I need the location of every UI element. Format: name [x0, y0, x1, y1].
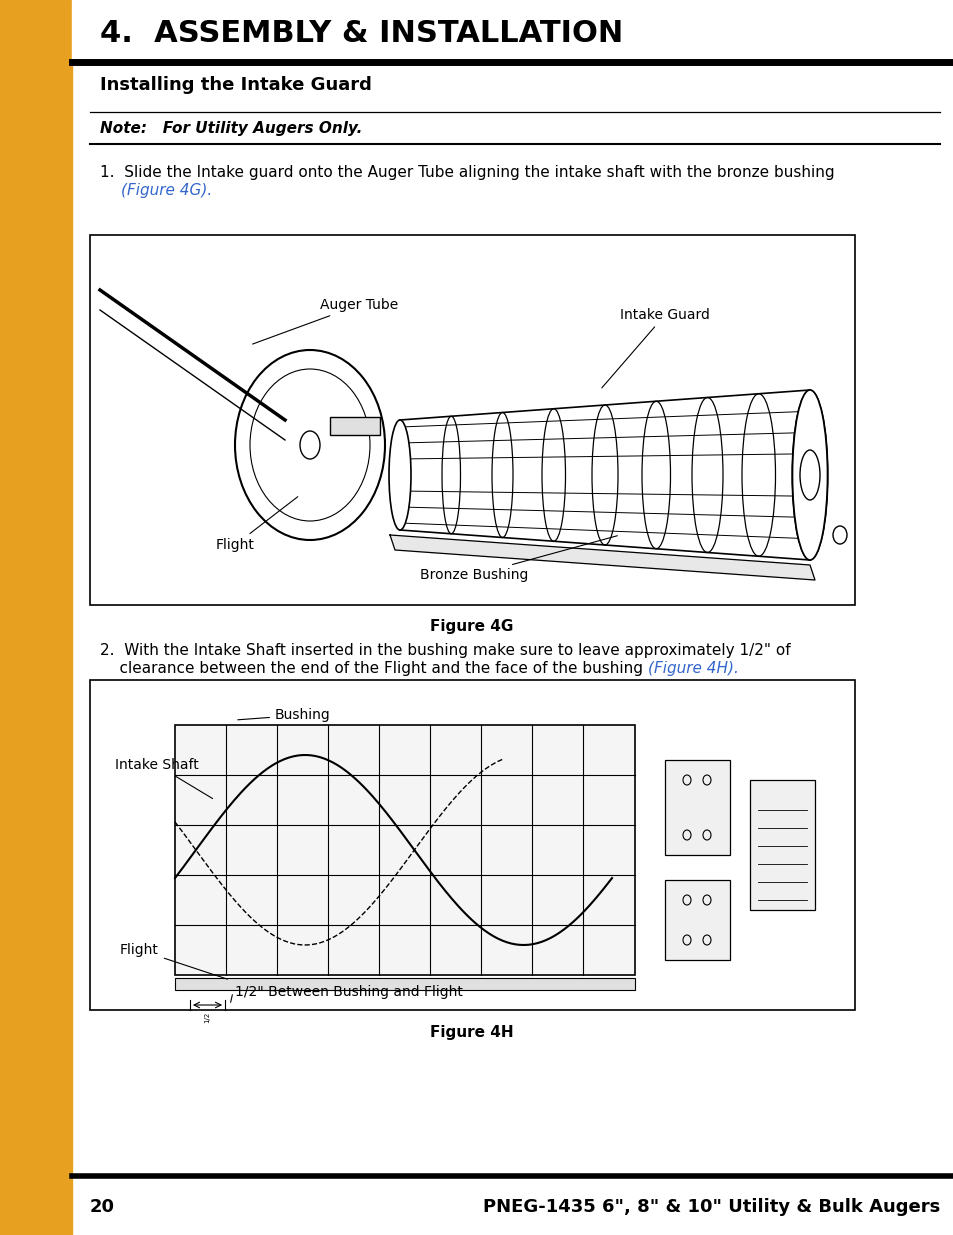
- Text: 1/2" Between Bushing and Flight: 1/2" Between Bushing and Flight: [234, 986, 462, 999]
- Text: Flight: Flight: [120, 944, 227, 979]
- Text: Figure 4H: Figure 4H: [430, 1025, 514, 1040]
- Text: 1/2: 1/2: [204, 1011, 210, 1023]
- Text: Installing the Intake Guard: Installing the Intake Guard: [100, 77, 372, 94]
- Text: Flight: Flight: [215, 496, 297, 552]
- Bar: [90, 235, 854, 605]
- Text: Intake Shaft: Intake Shaft: [115, 758, 213, 799]
- Ellipse shape: [792, 390, 826, 559]
- Text: (Figure 4G).: (Figure 4G).: [121, 184, 212, 199]
- Polygon shape: [390, 535, 814, 580]
- Text: Bushing: Bushing: [237, 708, 331, 722]
- Bar: [71, 0, 953, 62]
- Text: 20: 20: [90, 1198, 115, 1216]
- Text: Auger Tube: Auger Tube: [253, 298, 397, 345]
- Bar: [0, 0, 71, 1235]
- Text: Bronze Bushing: Bronze Bushing: [419, 536, 617, 582]
- Bar: [664, 760, 729, 855]
- Text: Note:   For Utility Augers Only.: Note: For Utility Augers Only.: [100, 121, 362, 136]
- Bar: [174, 978, 635, 990]
- Bar: [330, 417, 379, 435]
- Ellipse shape: [299, 431, 319, 459]
- Text: 1.  Slide the Intake guard onto the Auger Tube aligning the intake shaft with th: 1. Slide the Intake guard onto the Auger…: [100, 164, 834, 179]
- Text: 4.  ASSEMBLY & INSTALLATION: 4. ASSEMBLY & INSTALLATION: [100, 19, 622, 47]
- Text: Intake Guard: Intake Guard: [601, 308, 709, 388]
- Text: (Figure 4H).: (Figure 4H).: [647, 662, 739, 677]
- Ellipse shape: [389, 420, 411, 530]
- Bar: [664, 881, 729, 960]
- Text: PNEG-1435 6", 8" & 10" Utility & Bulk Augers: PNEG-1435 6", 8" & 10" Utility & Bulk Au…: [482, 1198, 939, 1216]
- Bar: [174, 725, 635, 974]
- Text: Figure 4G: Figure 4G: [430, 620, 513, 635]
- Ellipse shape: [832, 526, 846, 543]
- Bar: [90, 680, 854, 1010]
- Text: 2.  With the Intake Shaft inserted in the bushing make sure to leave approximate: 2. With the Intake Shaft inserted in the…: [100, 642, 790, 657]
- Text: clearance between the end of the Flight and the face of the bushing: clearance between the end of the Flight …: [100, 662, 642, 677]
- Bar: [749, 781, 814, 910]
